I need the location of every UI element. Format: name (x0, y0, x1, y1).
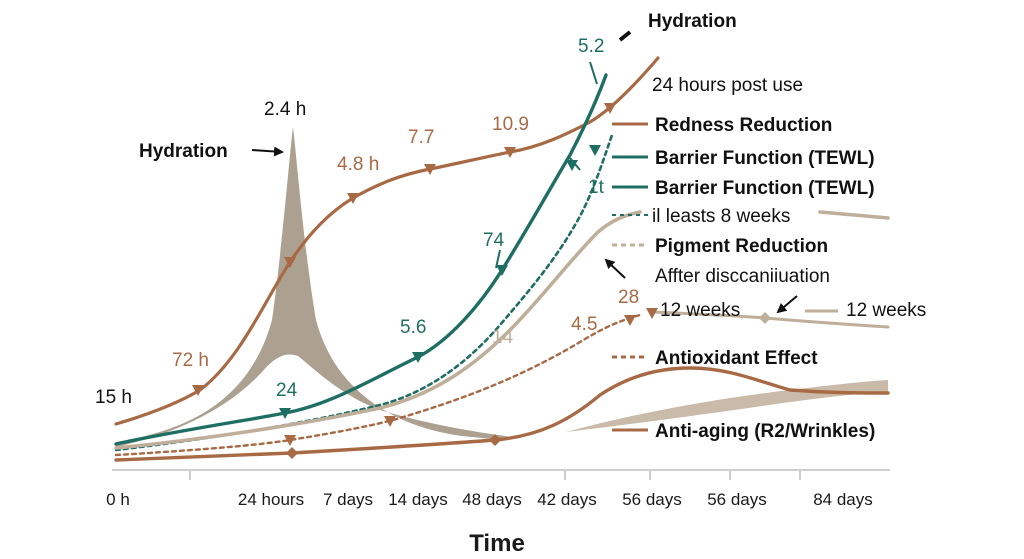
x-tick-label: 24 hours (238, 490, 304, 509)
legend-label-pigment: Pigment Reduction (655, 236, 828, 257)
series-markers (192, 103, 771, 459)
x-tick-label: 48 days (462, 490, 522, 509)
series-line-antiox (114, 313, 642, 457)
legend-label-barrier-dashed: Barrier Function (TEWL) (655, 178, 875, 199)
hydration-band (116, 127, 520, 447)
data-label: 28 (618, 287, 639, 308)
annotation-24-hours: 24 hours post use (652, 75, 803, 96)
antioxidant-marker (284, 435, 296, 446)
redness-marker (504, 147, 516, 158)
legend-swatch-hydration (618, 30, 632, 42)
x-tick-label: 84 days (813, 490, 873, 509)
x-tick-label: 42 days (537, 490, 597, 509)
legend-label-antiaging: Anti-aging (R2/Wrinkles) (655, 421, 875, 442)
annotation-8-weeks: il leasts 8 weeks (652, 206, 790, 227)
antioxidant-marker (384, 416, 396, 427)
barrier-marker (589, 145, 601, 156)
data-label: 4.5 (571, 314, 597, 335)
redness-marker (604, 103, 616, 114)
x-tick-label: 56 days (707, 490, 767, 509)
anti-aging-marker (489, 434, 501, 446)
annotation-hydration: Hydration (139, 141, 228, 162)
series-line-antiaging (114, 366, 890, 462)
antioxidant-marker (646, 308, 658, 319)
data-label: 4.8 h (337, 154, 379, 175)
legend-label-hydration: Hydration (648, 11, 737, 32)
barrier-marker (412, 352, 424, 363)
data-label: 72 h (172, 350, 209, 371)
data-label: 7.7 (408, 127, 434, 148)
annotation-12-weeks-left: 12 weeks (660, 300, 740, 321)
barrier-marker (279, 408, 291, 419)
annotation-pointer (495, 249, 501, 269)
annotations: Hydration 24 hours post use il leasts 8 we… (139, 61, 926, 321)
annotation-pointer (569, 157, 581, 171)
data-labels: 15 h 72 h 2.4 h 4.8 h 7.7 10.9 5.2 74 5.6 24 1t 14 4… (95, 36, 639, 408)
legend-label-antiox: Antioxidant Effect (655, 348, 818, 369)
barrier-marker (496, 265, 508, 276)
legend-label-redness: Redness Reduction (655, 115, 832, 136)
series-line-pigment-right (818, 210, 890, 220)
data-label: 5.2 (578, 36, 604, 57)
antioxidant-marker (624, 315, 636, 326)
series-line-redness (114, 56, 660, 426)
redness-marker (192, 385, 204, 396)
data-label: 2.4 h (264, 99, 306, 120)
annotation-discontinuation: Affter disccaniiuation (655, 266, 830, 287)
annotation-pointer (589, 61, 598, 85)
legend-label-barrier: Barrier Function (TEWL) (655, 148, 875, 169)
redness-marker (284, 257, 296, 268)
x-axis-ticks: 0 h 24 hours 7 days 14 days 48 days 42 days 56… (106, 470, 873, 509)
annotation-arrow (251, 146, 284, 157)
redness-marker (347, 193, 359, 204)
data-label: 14 (492, 327, 514, 348)
anti-aging-marker (286, 447, 298, 459)
annotation-arrow (604, 258, 626, 279)
x-tick-label: 0 h (106, 490, 130, 509)
data-label: 5.6 (400, 317, 426, 338)
annotation-12-weeks-right: 12 weeks (846, 300, 926, 321)
anti-aging-band (566, 380, 888, 432)
data-label: 24 (276, 380, 298, 401)
data-label: 15 h (95, 387, 132, 408)
x-tick-label: 56 days (622, 490, 682, 509)
x-tick-label: 14 days (388, 490, 448, 509)
annotation-arrow (776, 295, 798, 314)
series-line-pigment (114, 210, 642, 450)
twelve-weeks-marker (759, 312, 771, 324)
data-label: 1t (588, 177, 605, 198)
redness-marker (424, 164, 436, 175)
data-label: 10.9 (492, 114, 529, 135)
legend: Redness Reduction Barrier Function (TEWL)… (612, 11, 875, 442)
series-hydration (116, 127, 888, 447)
x-axis-title: Time (469, 530, 525, 557)
data-label: 74 (483, 230, 505, 251)
x-tick-label: 7 days (323, 490, 373, 509)
series-line-barrier (114, 73, 608, 446)
